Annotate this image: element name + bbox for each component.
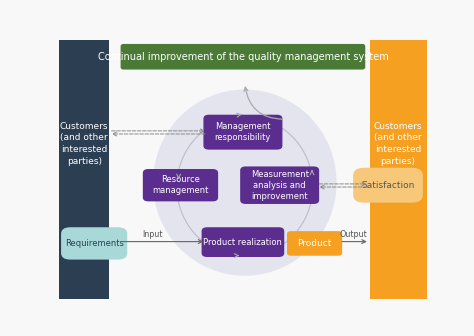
Text: Customers
(and other
interested
parties): Customers (and other interested parties) <box>60 122 109 166</box>
Text: Product: Product <box>297 239 332 248</box>
Text: Output: Output <box>339 230 367 239</box>
FancyBboxPatch shape <box>201 227 284 257</box>
Text: Input: Input <box>143 230 163 239</box>
Text: Product realization: Product realization <box>203 238 283 247</box>
FancyBboxPatch shape <box>59 40 109 299</box>
Text: Customers
(and other
interested
parties): Customers (and other interested parties) <box>374 122 422 166</box>
FancyBboxPatch shape <box>370 40 427 299</box>
Text: Measurement
analysis and
improvement: Measurement analysis and improvement <box>251 170 309 201</box>
FancyBboxPatch shape <box>143 169 218 201</box>
FancyBboxPatch shape <box>240 166 319 204</box>
Text: Management
responsibility: Management responsibility <box>215 122 271 142</box>
FancyArrowPatch shape <box>244 87 283 119</box>
FancyBboxPatch shape <box>287 231 342 256</box>
Text: Requirements: Requirements <box>65 239 124 248</box>
FancyBboxPatch shape <box>203 115 283 150</box>
Text: Resource
management: Resource management <box>152 175 209 195</box>
Text: Satisfaction: Satisfaction <box>361 181 415 190</box>
Ellipse shape <box>153 89 337 276</box>
Text: Continual improvement of the quality management system: Continual improvement of the quality man… <box>98 52 388 61</box>
FancyBboxPatch shape <box>61 227 127 260</box>
FancyBboxPatch shape <box>120 44 365 70</box>
FancyBboxPatch shape <box>353 168 423 203</box>
